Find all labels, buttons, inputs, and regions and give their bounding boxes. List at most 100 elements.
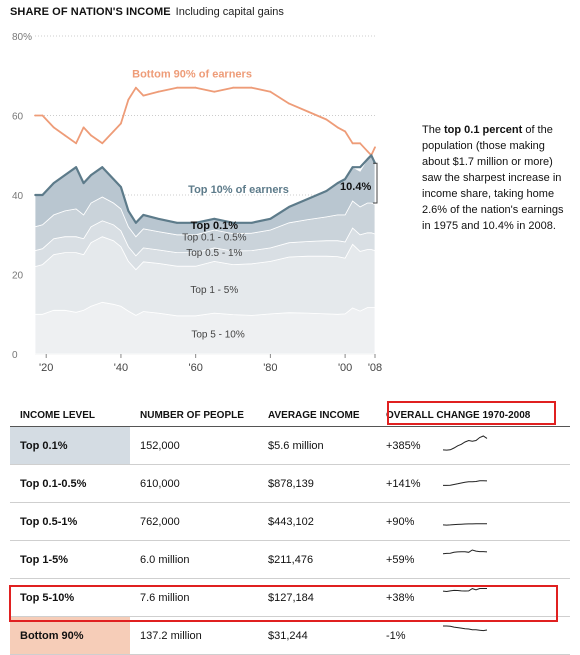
cell-number-of-people: 7.6 million	[130, 578, 258, 617]
income-table-wrapper: INCOME LEVEL NUMBER OF PEOPLE AVERAGE IN…	[10, 404, 570, 655]
annotation-bold: top 0.1 percent	[444, 124, 523, 136]
cell-income-level: Top 5-10%	[10, 578, 130, 617]
sparkline	[442, 522, 487, 526]
table-row: Top 1-5% 6.0 million $211,476 +59%	[10, 540, 570, 579]
data-point	[127, 210, 130, 212]
chart-title: SHARE OF NATION'S INCOME	[10, 6, 171, 18]
data-point	[75, 142, 77, 145]
header-income-level: INCOME LEVEL	[10, 404, 130, 427]
sparkline-path	[443, 479, 488, 486]
data-point	[370, 154, 373, 157]
data-point	[90, 174, 92, 177]
data-point	[75, 166, 77, 169]
y-tick-label: 20	[12, 271, 24, 282]
data-point	[41, 194, 44, 196]
cell-overall-change: +385%	[376, 426, 570, 465]
data-point	[213, 90, 216, 93]
cell-number-of-people: 152,000	[130, 426, 258, 465]
annotation-rest: of the population (those making about $1…	[422, 124, 564, 232]
cell-average-income: $443,102	[258, 502, 376, 541]
change-value: +59%	[386, 553, 415, 566]
y-tick-label: 80%	[12, 32, 32, 43]
change-value: +90%	[386, 515, 415, 528]
cell-overall-change: +141%	[376, 464, 570, 503]
data-point	[359, 166, 361, 169]
sparkline	[443, 479, 488, 486]
data-point	[344, 178, 346, 181]
top-0-5-1-label: Top 0.5 - 1%	[186, 248, 242, 259]
data-point	[41, 114, 44, 117]
table-header-row: INCOME LEVEL NUMBER OF PEOPLE AVERAGE IN…	[10, 404, 570, 427]
income-table: INCOME LEVEL NUMBER OF PEOPLE AVERAGE IN…	[10, 404, 570, 655]
data-point	[176, 86, 178, 89]
data-point	[351, 142, 354, 145]
x-tick-label: '20	[39, 362, 53, 374]
cell-income-level: Top 0.1%	[10, 426, 130, 465]
cell-overall-change: -1%	[376, 616, 570, 655]
data-point	[101, 166, 104, 169]
data-point	[112, 130, 115, 133]
cell-income-level: Top 1-5%	[10, 540, 130, 579]
data-point	[135, 221, 137, 224]
header-number-of-people: NUMBER OF PEOPLE	[130, 404, 258, 427]
top-5-10-label: Top 5 - 10%	[191, 330, 244, 341]
chart-annotation: The top 0.1 percent of the population (t…	[422, 122, 572, 234]
data-point	[359, 142, 361, 145]
data-point	[306, 198, 309, 200]
data-point	[34, 194, 36, 196]
data-point	[157, 90, 160, 93]
cell-income-level: Top 0.5-1%	[10, 502, 130, 541]
x-tick-label: '08	[368, 362, 382, 374]
cell-average-income: $127,184	[258, 578, 376, 617]
sparkline-path	[442, 434, 488, 451]
table-row: Top 0.1-0.5% 610,000 $878,139 +141%	[10, 464, 570, 503]
data-point	[135, 86, 137, 89]
sparkline	[442, 587, 487, 592]
value-bracket-2008	[373, 162, 378, 204]
header-overall-change: OVERALL CHANGE 1970-2008	[376, 404, 570, 427]
sparkline	[442, 434, 488, 451]
sparkline-path	[442, 522, 487, 526]
data-point	[366, 150, 369, 153]
cell-number-of-people: 762,000	[130, 502, 258, 541]
top-10-line	[35, 154, 376, 224]
cell-average-income: $5.6 million	[258, 426, 376, 465]
top-0-1-label: Top 0.1%	[191, 220, 239, 232]
data-point	[52, 126, 55, 129]
x-tick-label: '00	[338, 362, 352, 374]
change-value: +385%	[386, 439, 421, 452]
cell-overall-change: +90%	[376, 502, 570, 541]
cell-average-income: $878,139	[258, 464, 376, 503]
sparkline-path	[443, 625, 488, 631]
data-point	[82, 182, 85, 185]
data-point	[336, 182, 339, 185]
y-tick-label: 0	[12, 350, 18, 361]
top-1-5-label: Top 1 - 5%	[190, 285, 238, 296]
data-point	[213, 217, 216, 220]
data-point	[90, 134, 92, 137]
change-value: +141%	[386, 477, 421, 490]
cell-number-of-people: 6.0 million	[130, 540, 258, 579]
data-point	[101, 142, 104, 145]
data-point	[250, 86, 253, 89]
data-point	[351, 166, 354, 169]
cell-number-of-people: 610,000	[130, 464, 258, 503]
data-point	[112, 178, 115, 181]
x-tick-label: '80	[263, 362, 277, 374]
data-point	[64, 134, 66, 137]
data-point	[232, 86, 234, 89]
data-point	[306, 110, 309, 113]
data-point	[120, 186, 122, 188]
data-point	[288, 206, 290, 208]
data-point	[194, 86, 197, 89]
data-point	[120, 122, 122, 125]
data-point	[269, 90, 272, 93]
data-point	[325, 118, 328, 121]
data-point	[194, 221, 197, 224]
cell-average-income: $211,476	[258, 540, 376, 579]
cell-income-level: Top 0.1-0.5%	[10, 464, 130, 503]
change-value: -1%	[386, 629, 406, 642]
sparkline-path	[442, 548, 488, 554]
sparkline-path	[442, 587, 487, 592]
data-point	[52, 182, 55, 185]
